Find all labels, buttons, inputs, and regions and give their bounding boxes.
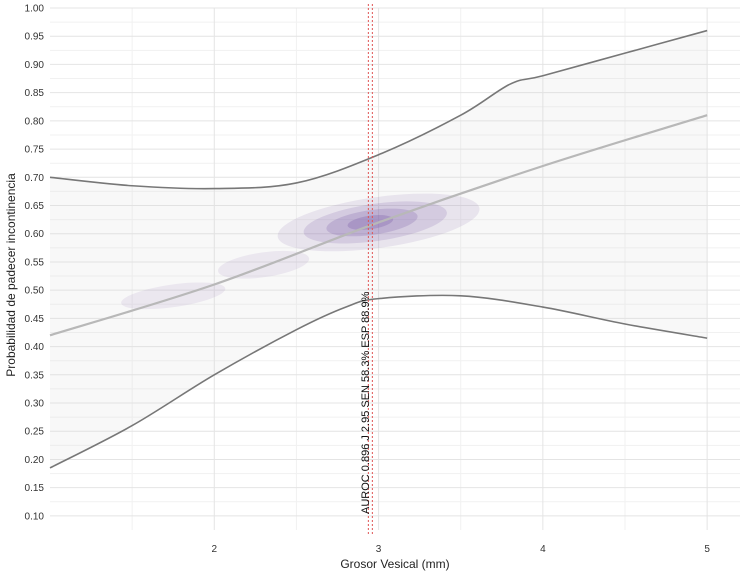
y-tick-label: 0.65 <box>25 201 45 212</box>
grid-minor <box>50 8 740 530</box>
y-tick-label: 0.20 <box>25 455 45 466</box>
x-axis-title: Grosor Vesical (mm) <box>340 557 449 571</box>
y-tick-label: 0.70 <box>25 173 45 184</box>
x-tick-label: 5 <box>704 544 710 555</box>
x-tick-labels: 2 3 4 5 <box>212 544 711 555</box>
y-tick-label: 0.35 <box>25 370 45 381</box>
y-tick-label: 0.75 <box>25 145 45 156</box>
y-tick-label: 0.50 <box>25 286 45 297</box>
confidence-band <box>50 30 708 468</box>
y-tick-label: 0.80 <box>25 116 45 127</box>
x-tick-label: 2 <box>212 544 218 555</box>
line-layer <box>49 29 708 469</box>
y-tick-label: 0.10 <box>25 511 45 522</box>
y-tick-labels: 0.10 0.15 0.20 0.25 0.30 0.35 0.40 0.45 0.50 0.55… <box>25 4 45 523</box>
y-tick-label: 0.90 <box>25 60 45 71</box>
y-tick-label: 0.40 <box>25 342 45 353</box>
confidence-band-layer <box>50 30 708 468</box>
fit-line <box>49 114 708 337</box>
y-axis-title: Probabilidad de padecer incontinencia <box>4 173 18 377</box>
y-tick-label: 0.25 <box>25 427 45 438</box>
density-contour <box>347 215 394 230</box>
lower-bound-line <box>49 294 708 469</box>
x-tick-label: 3 <box>376 544 382 555</box>
y-tick-label: 0.45 <box>25 314 45 325</box>
y-tick-label: 1.00 <box>25 4 45 15</box>
annotation-label: AUROC 0.896 J 2.95 SEN 58.3% ESP 88.9% <box>360 291 372 514</box>
x-tick-label: 4 <box>540 544 546 555</box>
y-tick-label: 0.60 <box>25 229 45 240</box>
threshold-line-layer <box>367 4 373 534</box>
y-tick-label: 0.55 <box>25 257 45 268</box>
grid-major <box>50 7 740 530</box>
y-tick-label: 0.30 <box>25 399 45 410</box>
y-tick-label: 0.15 <box>25 483 45 494</box>
y-tick-label: 0.95 <box>25 32 45 43</box>
y-tick-label: 0.85 <box>25 88 45 99</box>
upper-bound-line <box>49 29 708 190</box>
